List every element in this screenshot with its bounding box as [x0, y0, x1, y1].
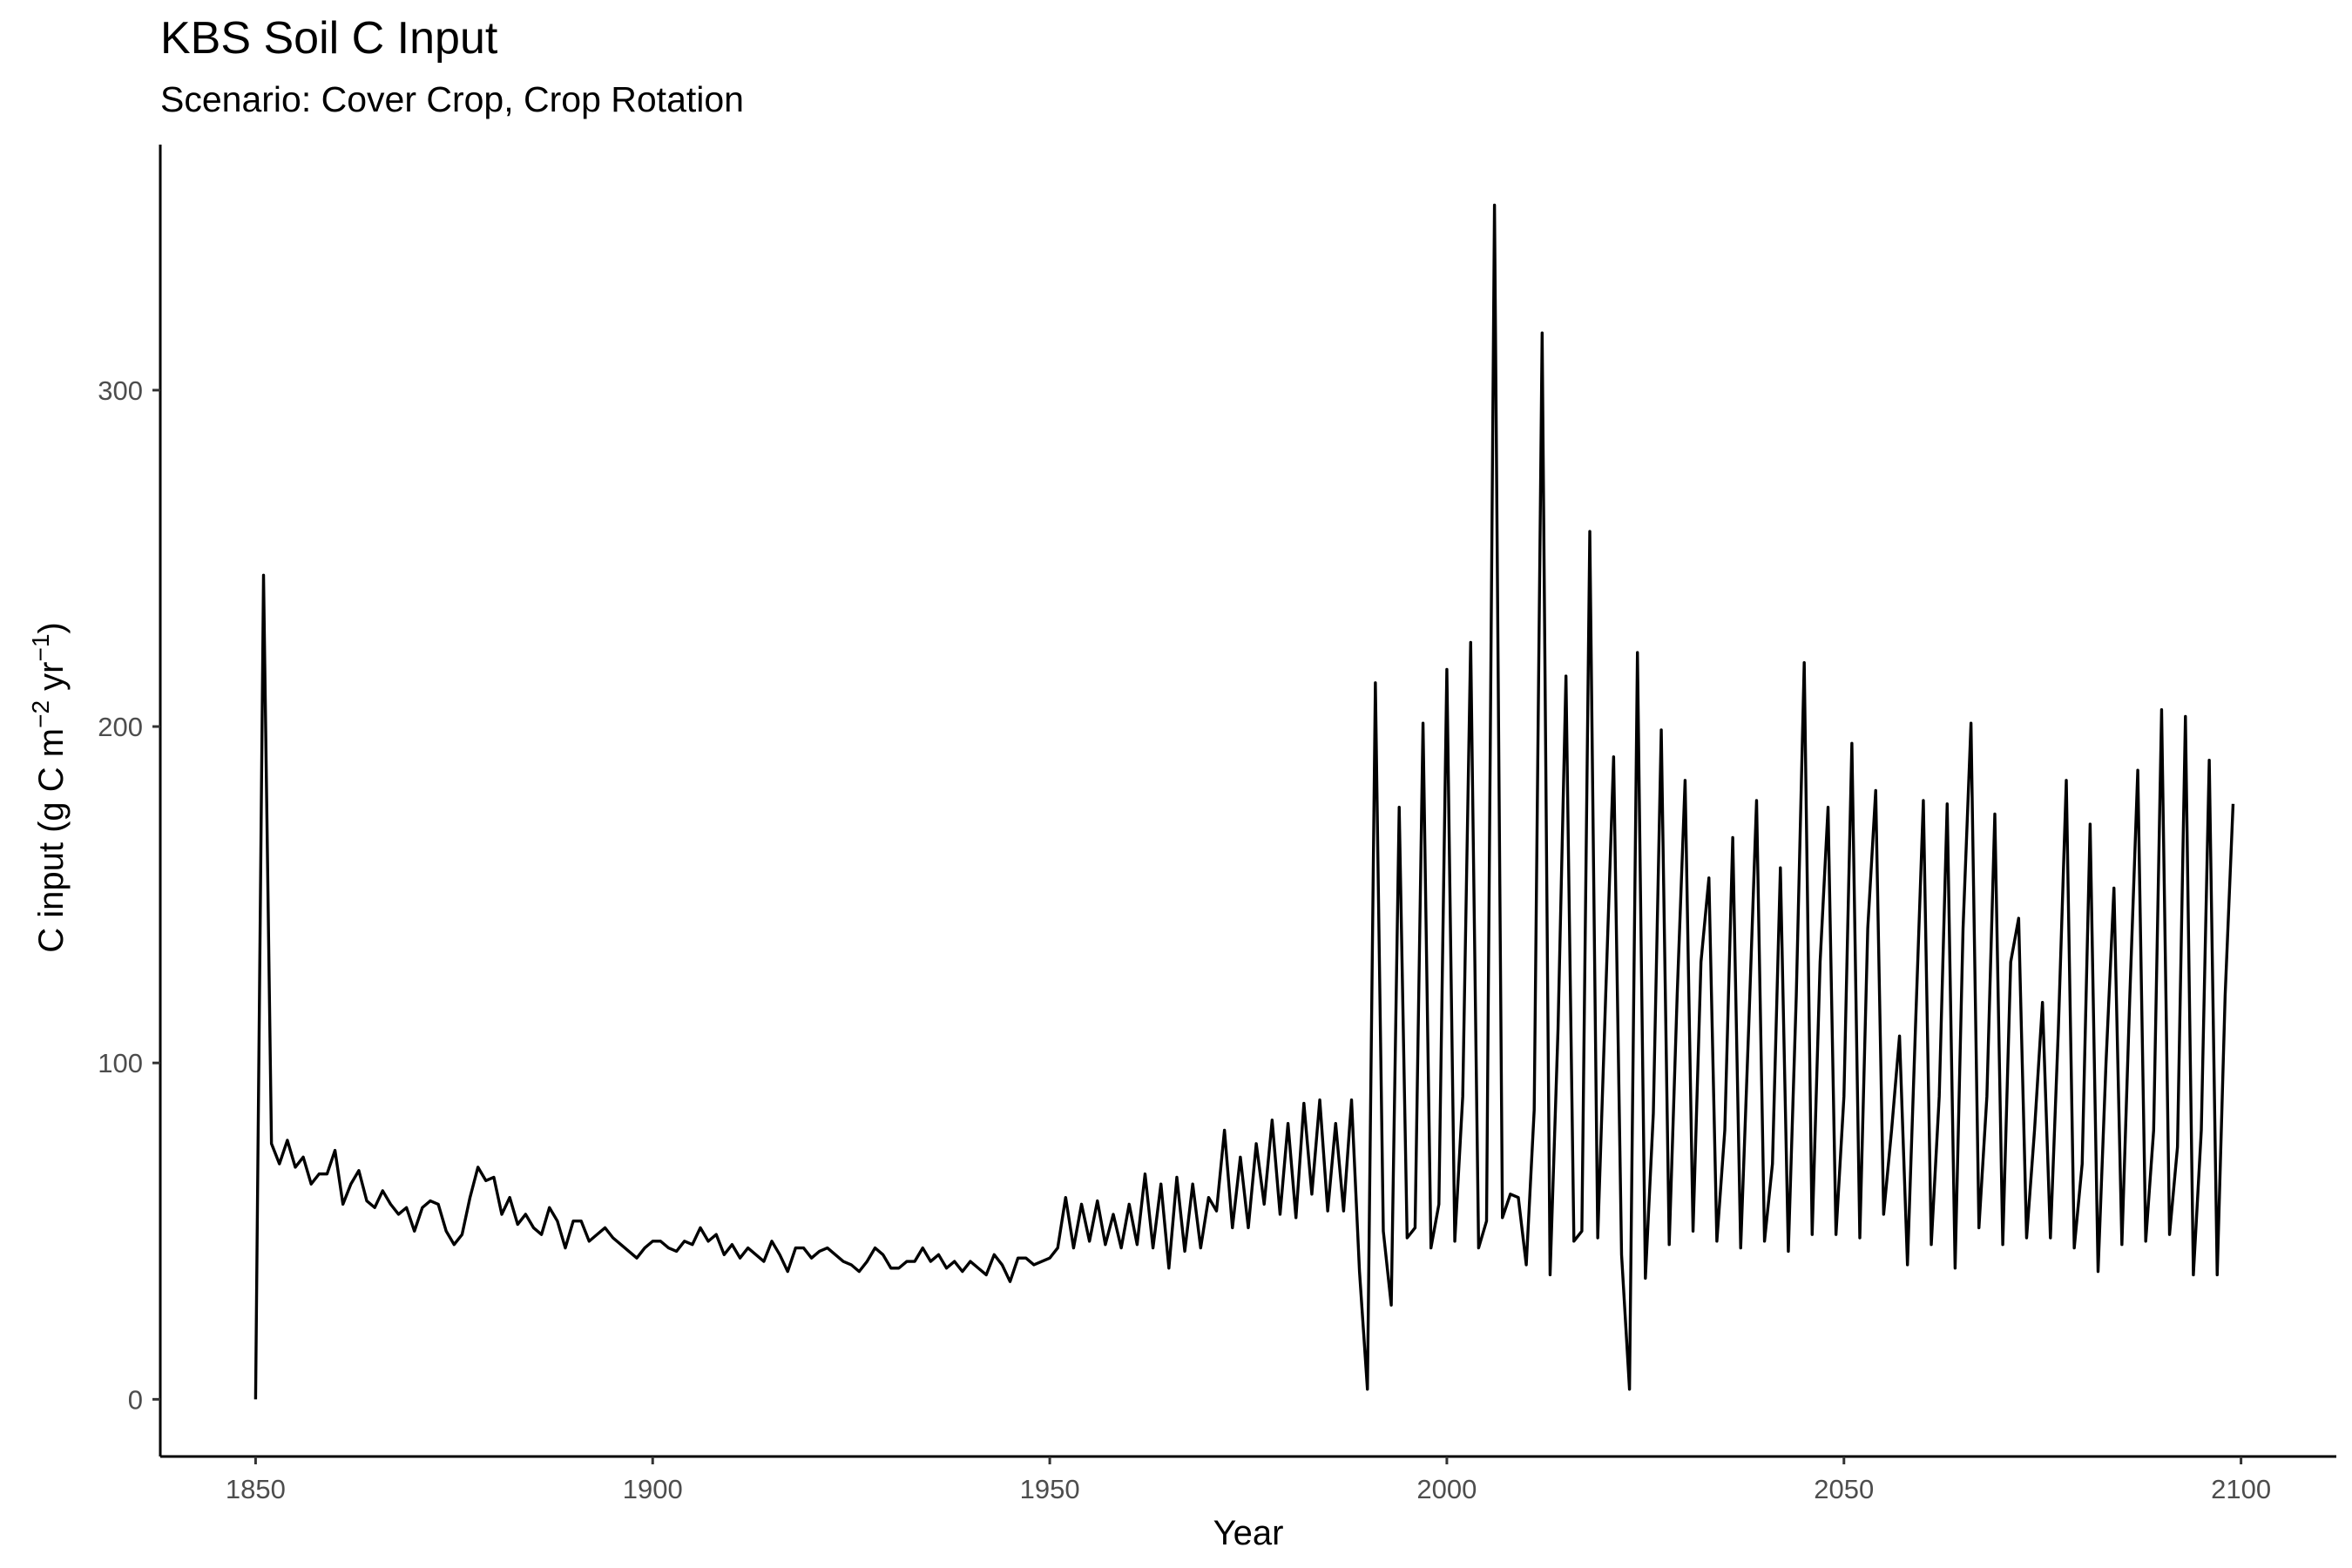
- y-tick-label: 100: [98, 1048, 143, 1078]
- x-axis-title: Year: [1213, 1514, 1284, 1552]
- x-tick-label: 1900: [623, 1474, 683, 1504]
- y-axis-title-end: ): [32, 622, 71, 633]
- y-tick-label: 300: [98, 375, 143, 406]
- y-axis-title: C input (g C m−2 yr−1): [27, 622, 71, 953]
- plot-panel: 0 100 200 300 1850 1900 1950 2000 2050 2100: [98, 145, 2336, 1504]
- y-axis-title-mid: yr: [32, 662, 71, 700]
- x-tick-label: 1850: [226, 1474, 286, 1504]
- x-tick-label: 1950: [1020, 1474, 1080, 1504]
- y-tick-label: 200: [98, 712, 143, 742]
- x-ticks: 1850 1900 1950 2000 2050 2100: [226, 1456, 2271, 1504]
- x-tick-label: 2000: [1416, 1474, 1477, 1504]
- x-tick-label: 2050: [1814, 1474, 1874, 1504]
- x-tick-label: 2100: [2211, 1474, 2271, 1504]
- series-line-c-input: [253, 203, 2235, 1400]
- y-ticks: 0 100 200 300: [98, 375, 160, 1415]
- y-axis-title-sup1: −2: [27, 700, 54, 728]
- chart-title: KBS Soil C Input: [160, 13, 498, 64]
- y-tick-label: 0: [128, 1384, 143, 1415]
- chart-subtitle: Scenario: Cover Crop, Crop Rotation: [160, 79, 744, 119]
- y-axis-title-sup2: −1: [27, 634, 54, 662]
- y-axis-title-main: C input (g C m: [32, 728, 71, 953]
